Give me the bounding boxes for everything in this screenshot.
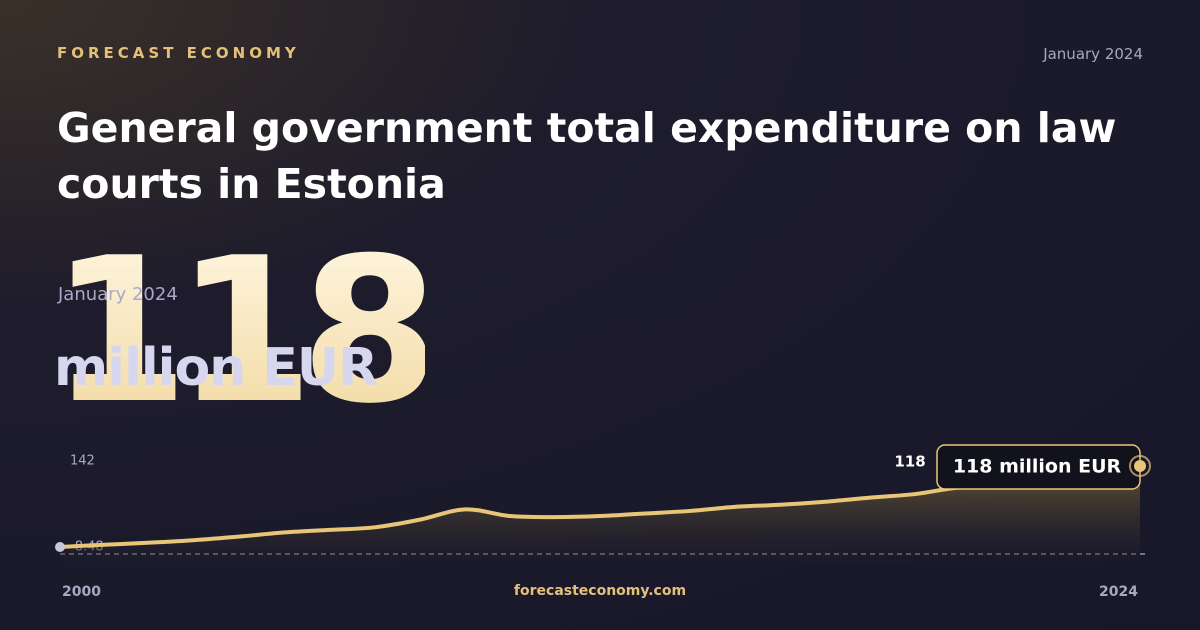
headline-date: January 2024: [58, 284, 178, 305]
site: forecasteconomy.com: [513, 583, 687, 599]
end-dot: [1134, 460, 1146, 472]
headline-unit: million EUR: [54, 338, 378, 398]
x-tick-label: 2024: [1099, 584, 1138, 600]
area: [60, 482, 1140, 564]
start-dot: [55, 542, 65, 552]
brand: FORECAST ECONOMY: [57, 44, 300, 62]
title: General government total expenditure on …: [57, 104, 1117, 208]
end-halo: [1129, 455, 1151, 477]
x-tick-label: 2000: [62, 584, 101, 600]
date: January 2024: [1043, 45, 1143, 63]
y-tick-label: 142: [70, 454, 95, 469]
callout-label: 118 million EUR: [953, 456, 1122, 478]
headline-value: 118: [50, 215, 440, 448]
end-label: 118: [894, 453, 925, 471]
